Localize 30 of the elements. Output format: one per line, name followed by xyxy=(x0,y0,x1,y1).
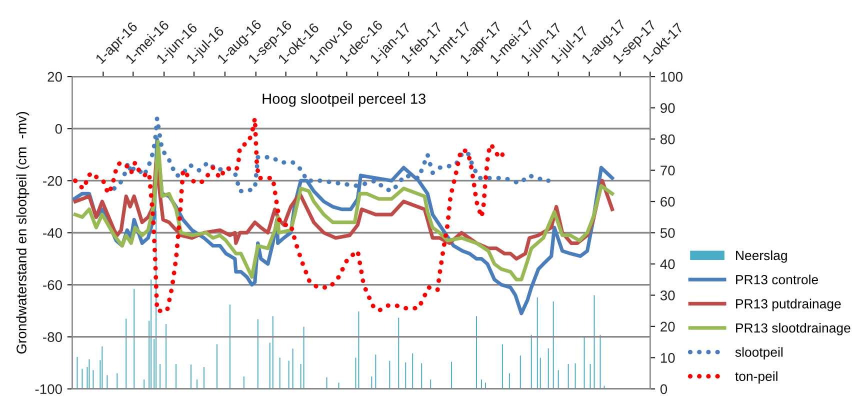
point xyxy=(73,178,78,183)
text: Hoog slootpeil perceel 13 xyxy=(262,93,426,107)
legend-label: ton-peil xyxy=(735,371,778,384)
y-tick-label: -80 xyxy=(43,332,62,342)
y2-tick-label: 70 xyxy=(660,166,675,176)
point xyxy=(546,178,551,183)
legend-label: PR13 controle xyxy=(736,274,818,284)
y-tick-label: 20 xyxy=(48,72,62,82)
legend-label: PR13 putdrainage xyxy=(736,298,841,312)
y2-tick-label: 40 xyxy=(660,259,675,270)
y2-tick-label: 60 xyxy=(660,196,675,207)
y-tick-label: -60 xyxy=(43,280,62,290)
y2-tick-label: 0 xyxy=(660,384,668,394)
y-tick-label: 0 xyxy=(55,124,62,134)
y2-tick-label: 90 xyxy=(660,103,675,113)
legend-label: PR13 slootdrainage xyxy=(736,322,850,336)
line-series xyxy=(73,140,614,282)
y2-tick-label: 20 xyxy=(660,322,675,332)
y2-tick-label: 30 xyxy=(660,290,675,300)
legend-label: slootpeil xyxy=(735,347,782,360)
y-tick-label: -20 xyxy=(43,176,62,186)
legend-label: Neerslag xyxy=(736,250,787,263)
y-tick-label: -40 xyxy=(43,228,62,238)
point xyxy=(500,152,505,157)
y2-tick-label: 10 xyxy=(660,352,675,363)
y-axis-title: Grondwaterstand en slootpeil (cm -mv) xyxy=(16,112,30,354)
y2-tick-label: 100 xyxy=(660,72,683,82)
y-tick-label: -100 xyxy=(35,384,62,394)
y2-tick-label: 80 xyxy=(660,134,675,144)
y2-tick-label: 50 xyxy=(660,228,675,238)
